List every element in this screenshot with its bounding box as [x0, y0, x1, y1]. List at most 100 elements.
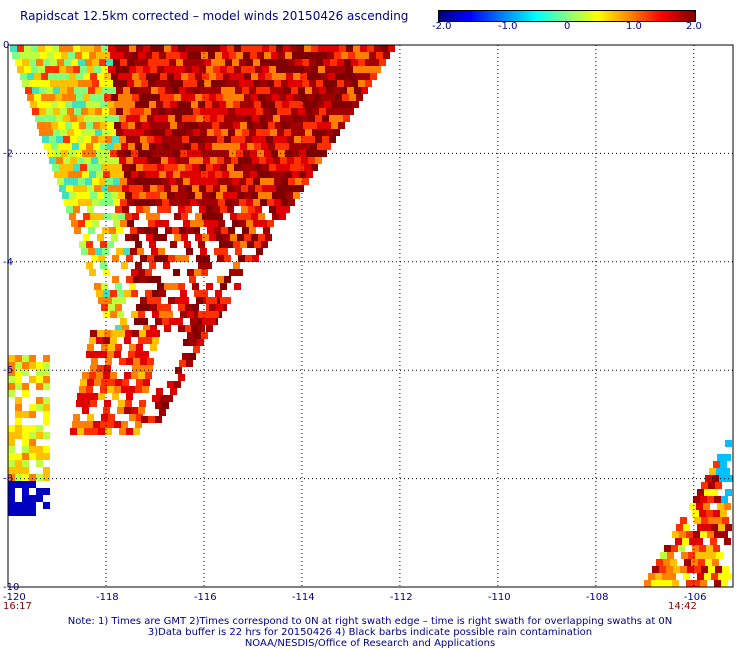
swath-pixel: [159, 52, 166, 59]
swath-pixel: [223, 234, 230, 241]
swath-pixel: [679, 531, 686, 538]
swath-pixel: [230, 213, 237, 220]
swath-pixel: [206, 66, 213, 73]
swath-pixel: [104, 94, 111, 101]
swath-pixel: [227, 164, 234, 171]
swath-pixel: [31, 66, 38, 73]
swath-pixel: [109, 108, 116, 115]
swath-pixel: [114, 101, 121, 108]
swath-pixel: [236, 269, 243, 276]
swath-pixel: [116, 248, 123, 255]
swath-pixel: [698, 559, 705, 566]
map-grid: [8, 45, 733, 587]
swath-pixel: [113, 199, 120, 206]
swath-pixel: [251, 234, 258, 241]
swath-pixel: [92, 80, 99, 87]
swath-pixel: [209, 318, 216, 325]
swath-pixel: [267, 178, 274, 185]
swath-pixel: [126, 255, 133, 262]
swath-pixel: [715, 517, 722, 524]
swath-pixel: [264, 171, 271, 178]
swath-pixel: [143, 45, 150, 52]
swath-pixel: [135, 241, 142, 248]
swath-pixel: [720, 510, 727, 517]
swath-pixel: [56, 115, 63, 122]
swath-pixel: [91, 136, 98, 143]
swath-pixel: [107, 351, 114, 358]
swath-pixel: [85, 199, 92, 206]
swath-pixel: [233, 143, 240, 150]
swath-pixel: [152, 395, 159, 402]
swath-pixel: [175, 297, 182, 304]
swath-pixel: [115, 164, 122, 171]
swath-pixel: [131, 150, 138, 157]
swath-pixel: [104, 365, 111, 372]
swath-pixel: [74, 108, 81, 115]
swath-pixel: [79, 143, 86, 150]
swath-pixel: [147, 255, 154, 262]
swath-pixel: [246, 199, 253, 206]
swath-pixel: [76, 400, 83, 407]
swath-pixel: [64, 178, 71, 185]
swath-pixel: [89, 337, 96, 344]
swath-pixel: [287, 157, 294, 164]
swath-pixel: [137, 108, 144, 115]
swath-pixel: [22, 432, 29, 439]
swath-pixel: [165, 227, 172, 234]
swath-pixel: [176, 178, 183, 185]
swath-pixel: [156, 143, 163, 150]
swath-pixel: [36, 397, 43, 404]
swath-pixel: [44, 101, 51, 108]
swath-pixel: [178, 283, 185, 290]
swath-pixel: [164, 185, 171, 192]
swath-pixel: [217, 255, 224, 262]
swath-pixel: [147, 297, 154, 304]
swath-pixel: [81, 108, 88, 115]
swath-pixel: [111, 192, 118, 199]
swath-pixel: [256, 248, 263, 255]
swath-pixel: [61, 52, 68, 59]
swath-pixel: [182, 157, 189, 164]
swath-pixel: [67, 108, 74, 115]
swath-pixel: [29, 509, 36, 516]
swath-pixel: [107, 122, 114, 129]
swath-pixel: [120, 318, 127, 325]
swath-pixel: [230, 234, 237, 241]
swath-pixel: [250, 52, 257, 59]
swath-pixel: [224, 136, 231, 143]
swath-pixel: [293, 73, 300, 80]
swath-pixel: [244, 213, 251, 220]
swath-pixel: [247, 241, 254, 248]
swath-pixel: [126, 136, 133, 143]
swath-pixel: [211, 80, 218, 87]
swath-pixel: [221, 227, 228, 234]
swath-pixel: [8, 502, 15, 509]
swath-pixel: [136, 45, 143, 52]
swath-pixel: [192, 304, 199, 311]
swath-pixel: [251, 73, 258, 80]
swath-pixel: [193, 87, 200, 94]
swath-pixel: [59, 164, 66, 171]
swath-pixel: [55, 73, 62, 80]
swath-pixel: [202, 234, 209, 241]
swath-pixel: [232, 59, 239, 66]
swath-pixel: [150, 185, 157, 192]
swath-pixel: [105, 136, 112, 143]
swath-pixel: [66, 206, 73, 213]
swath-pixel: [216, 73, 223, 80]
swath-pixel: [111, 234, 118, 241]
swath-pixel: [108, 164, 115, 171]
swath-pixel: [205, 262, 212, 269]
swath-pixel: [54, 150, 61, 157]
swath-pixel: [716, 552, 723, 559]
swath-pixel: [51, 101, 58, 108]
swath-pixel: [149, 241, 156, 248]
swath-pixel: [188, 73, 195, 80]
swath-pixel: [117, 171, 124, 178]
swath-pixel: [121, 143, 128, 150]
swath-pixel: [22, 488, 29, 495]
swath-pixel: [178, 66, 185, 73]
swath-pixel: [216, 304, 223, 311]
swath-pixel: [112, 393, 119, 400]
swath-pixel: [76, 73, 83, 80]
